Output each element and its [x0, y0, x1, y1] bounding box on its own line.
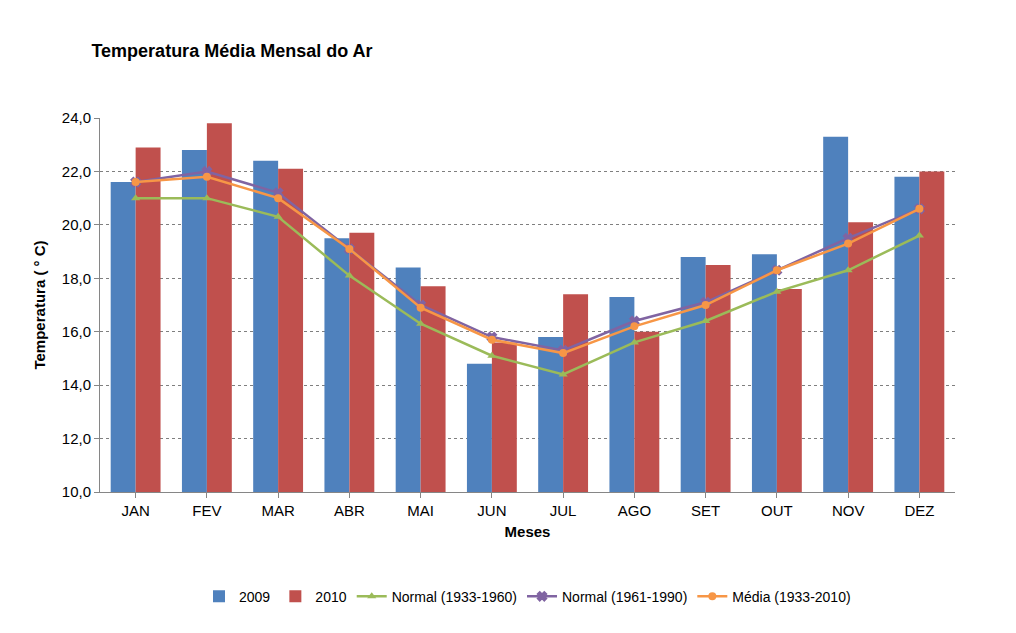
svg-text:JUN: JUN [477, 502, 506, 519]
svg-text:SET: SET [691, 502, 720, 519]
svg-text:2009: 2009 [239, 589, 270, 605]
svg-text:Normal (1961-1990): Normal (1961-1990) [562, 589, 687, 605]
svg-text:10,0: 10,0 [62, 483, 91, 500]
svg-text:DEZ: DEZ [904, 502, 934, 519]
svg-text:24,0: 24,0 [62, 109, 91, 126]
svg-text:OUT: OUT [761, 502, 793, 519]
svg-text:Temperatura ( ° C): Temperatura ( ° C) [31, 240, 48, 369]
svg-text:14,0: 14,0 [62, 376, 91, 393]
svg-text:MAR: MAR [261, 502, 295, 519]
svg-text:AGO: AGO [618, 502, 651, 519]
svg-text:18,0: 18,0 [62, 270, 91, 287]
svg-text:MAI: MAI [407, 502, 434, 519]
svg-text:22,0: 22,0 [62, 163, 91, 180]
svg-text:Temperatura Média Mensal do Ar: Temperatura Média Mensal do Ar [91, 41, 372, 61]
svg-text:NOV: NOV [832, 502, 865, 519]
svg-text:Meses: Meses [505, 523, 551, 540]
svg-text:JUL: JUL [550, 502, 577, 519]
svg-text:20,0: 20,0 [62, 216, 91, 233]
svg-text:JAN: JAN [121, 502, 149, 519]
svg-text:FEV: FEV [192, 502, 221, 519]
svg-text:2010: 2010 [315, 589, 346, 605]
svg-text:12,0: 12,0 [62, 430, 91, 447]
svg-text:Média (1933-2010): Média (1933-2010) [732, 589, 850, 605]
svg-text:16,0: 16,0 [62, 323, 91, 340]
svg-text:Normal (1933-1960): Normal (1933-1960) [392, 589, 517, 605]
svg-text:ABR: ABR [334, 502, 365, 519]
